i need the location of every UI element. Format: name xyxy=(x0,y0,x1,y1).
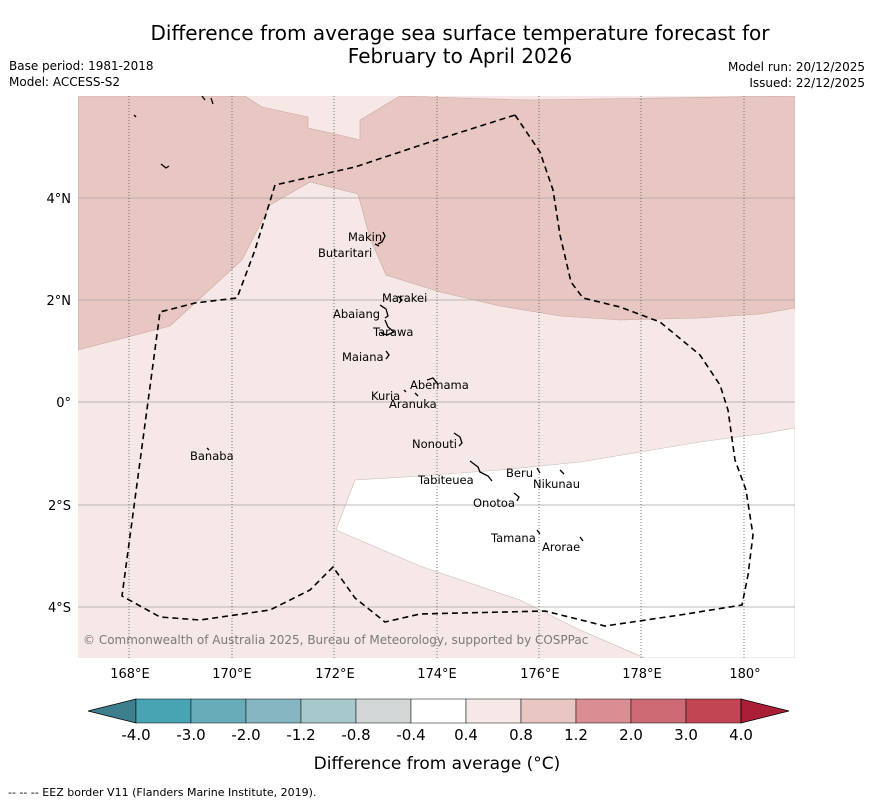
label-abaiang: Abaiang xyxy=(333,307,380,321)
island-beru xyxy=(536,467,541,474)
label-marakei: Marakei xyxy=(382,291,427,305)
label-aranuka: Aranuka xyxy=(389,397,437,411)
longitude-gridlines xyxy=(128,96,745,658)
label-makin: Makin xyxy=(348,230,382,244)
lon-label-168e: 168°E xyxy=(110,667,150,682)
colorbar-segment xyxy=(630,698,687,724)
island-arorae xyxy=(579,536,584,542)
island-tamana xyxy=(536,529,541,535)
lat-label-0: 0° xyxy=(56,396,71,411)
lon-label-170e: 170°E xyxy=(212,667,252,682)
lon-label-180: 180° xyxy=(729,667,760,682)
label-arorae: Arorae xyxy=(542,540,580,554)
colorbar-segment xyxy=(300,698,357,724)
label-nonouti: Nonouti xyxy=(412,437,457,451)
model-run: Model run: 20/12/2025 xyxy=(727,60,865,74)
colorbar-tick-label: -0.4 xyxy=(396,726,425,744)
chart-title: Difference from average sea surface temp… xyxy=(110,22,810,68)
colorbar-tick-label: -2.0 xyxy=(231,726,260,744)
colorbar-tick-label: 0.4 xyxy=(454,726,478,744)
anomaly-region-below-0.4 xyxy=(335,427,795,658)
colorbar-tick-labels: -4.0 -3.0 -2.0 -1.2 -0.8 -0.4 0.4 0.8 1.2 2.0 3.0 4… xyxy=(121,726,753,744)
island-tarawa xyxy=(380,319,396,336)
issued-date: Issued: 22/12/2025 xyxy=(749,76,865,90)
colorbar-extension-high xyxy=(740,698,790,724)
island-north-a xyxy=(201,96,214,105)
colorbar-segment xyxy=(575,698,632,724)
colorbar-segment xyxy=(410,698,467,724)
island-kuria xyxy=(403,389,407,393)
latitude-axis-labels: 4°N 2°N 0° 2°S 4°S xyxy=(47,192,72,616)
island-makin xyxy=(377,231,386,245)
label-tarawa: Tarawa xyxy=(372,325,413,339)
island-north-b xyxy=(133,114,137,118)
colorbar-tick-label: 4.0 xyxy=(729,726,753,744)
colorbar-segment xyxy=(355,698,412,724)
island-nikunau xyxy=(559,469,565,475)
label-nikunau: Nikunau xyxy=(533,477,580,491)
island-tabiteuea xyxy=(469,460,493,482)
island-onotoa xyxy=(513,492,520,502)
map-figure: Makin Butaritari Marakei Abaiang Tarawa … xyxy=(47,96,795,774)
colorbar-segment xyxy=(685,698,742,724)
colorbar-tick-label: -0.8 xyxy=(341,726,370,744)
colorbar-segment xyxy=(465,698,522,724)
anomaly-region-0.8-1.2 xyxy=(78,96,795,351)
lat-label-4n: 4°N xyxy=(47,192,72,207)
lon-label-178e: 178°E xyxy=(622,667,662,682)
colorbar-tick-label: -1.2 xyxy=(286,726,315,744)
base-period: Base period: 1981-2018 xyxy=(9,59,154,73)
colorbar-segment xyxy=(190,698,247,724)
islands xyxy=(133,96,584,542)
island-abemama xyxy=(426,377,439,385)
label-maiana: Maiana xyxy=(342,350,384,364)
colorbar-label: Difference from average (°C) xyxy=(314,754,561,774)
island-nonouti xyxy=(453,432,463,447)
label-tabiteuea: Tabiteuea xyxy=(417,473,474,487)
lon-label-172e: 172°E xyxy=(315,667,355,682)
title-line-1: Difference from average sea surface temp… xyxy=(150,21,770,45)
island-butaritari xyxy=(374,243,380,247)
latitude-gridlines xyxy=(78,197,795,608)
label-butaritari: Butaritari xyxy=(318,246,372,260)
colorbar-tick-label: 3.0 xyxy=(674,726,698,744)
title-line-2: February to April 2026 xyxy=(347,44,573,68)
island-north-c xyxy=(160,163,170,169)
lat-label-2s: 2°S xyxy=(48,499,71,514)
island-abaiang xyxy=(379,304,389,319)
colorbar-tick-label: 2.0 xyxy=(619,726,643,744)
model-name: Model: ACCESS-S2 xyxy=(9,75,121,89)
label-onotoa: Onotoa xyxy=(473,496,515,510)
label-banaba: Banaba xyxy=(190,449,234,463)
island-banaba xyxy=(206,447,210,451)
colorbar-segment xyxy=(520,698,577,724)
eez-border xyxy=(121,114,754,627)
colorbar-segment xyxy=(135,698,192,724)
colorbar xyxy=(87,698,790,724)
copyright-notice: © Commonwealth of Australia 2025, Bureau… xyxy=(83,633,588,647)
colorbar-tick-label: 1.2 xyxy=(564,726,588,744)
label-tamana: Tamana xyxy=(490,531,536,545)
lat-label-4s: 4°S xyxy=(48,601,71,616)
colorbar-extension-low xyxy=(87,698,137,724)
label-kuria: Kuria xyxy=(371,389,400,403)
island-marakei xyxy=(397,295,403,304)
meta-right: Model run: 20/12/2025 Issued: 22/12/2025 xyxy=(728,59,865,91)
map-area: Makin Butaritari Marakei Abaiang Tarawa … xyxy=(78,96,795,658)
footnote-eez-source: -- -- -- EEZ border V11 (Flanders Marine… xyxy=(8,786,317,799)
lat-label-2n: 2°N xyxy=(47,294,72,309)
lon-label-176e: 176°E xyxy=(520,667,560,682)
colorbar-segment xyxy=(245,698,302,724)
longitude-axis-labels: 168°E 170°E 172°E 174°E 176°E 178°E 180° xyxy=(110,667,760,682)
lon-label-174e: 174°E xyxy=(417,667,457,682)
label-beru: Beru xyxy=(506,466,533,480)
meta-left: Base period: 1981-2018 Model: ACCESS-S2 xyxy=(9,58,154,90)
colorbar-tick-label: -3.0 xyxy=(176,726,205,744)
colorbar-tick-label: 0.8 xyxy=(509,726,533,744)
label-abemama: Abemama xyxy=(410,378,469,392)
colorbar-tick-label: -4.0 xyxy=(121,726,150,744)
island-maiana xyxy=(385,350,390,360)
place-labels: Makin Butaritari Marakei Abaiang Tarawa … xyxy=(190,230,580,554)
island-aranuka xyxy=(414,392,419,397)
